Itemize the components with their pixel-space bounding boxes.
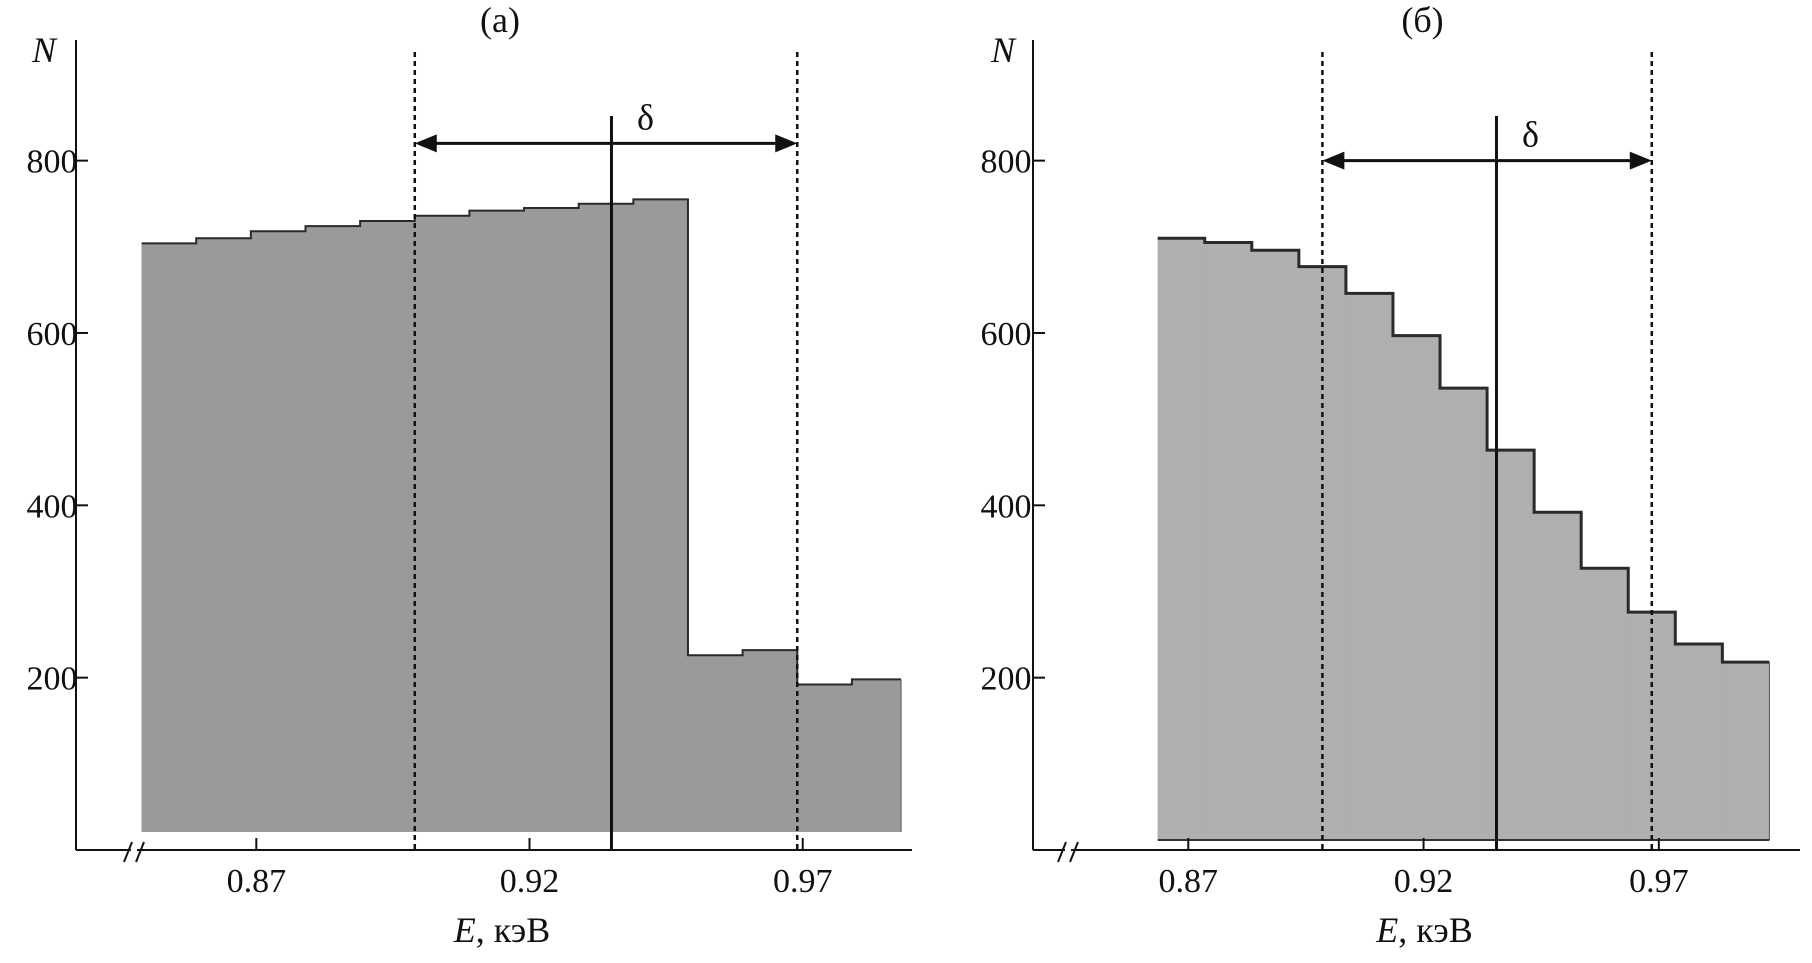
panel-b: 200 400 600 800 0.87 0.92 0.97 N E, кэВ (б) δ	[981, 0, 1800, 950]
histogram-bar-6	[469, 210, 525, 833]
x-axis-label-unit: , кэВ	[1398, 910, 1472, 950]
x-tick-label: 0.97	[773, 863, 833, 900]
y-axis-label: N	[990, 30, 1017, 70]
histogram-bar-9	[1581, 568, 1629, 840]
panel-title: (б)	[1401, 0, 1443, 40]
y-tick-label: 600	[981, 316, 1032, 353]
histogram-bar-9	[633, 199, 688, 832]
axis-break-mark	[1069, 841, 1079, 863]
histogram-bar-7	[524, 208, 579, 832]
histogram-bar-6	[1440, 388, 1488, 840]
x-tick-label: 0.92	[500, 863, 560, 900]
panel-a: 200 400 600 800 0.87 0.92 0.97 N E, кэВ (а) δ	[27, 0, 912, 950]
x-tick-label: 0.87	[227, 863, 287, 900]
x-axis-label-variable: E	[453, 910, 476, 950]
arrowhead-left	[414, 134, 437, 153]
x-tick-label: 0.87	[1159, 863, 1219, 900]
x-axis-label-variable: E	[1375, 910, 1398, 950]
interval-label: δ	[637, 97, 654, 137]
histogram-bar-5	[414, 215, 470, 832]
histogram-bar-12	[1722, 662, 1770, 840]
axis-break-mark	[135, 841, 145, 863]
x-axis-label: E, кэВ	[1375, 910, 1472, 950]
histogram-bar-10	[687, 655, 743, 832]
interval-label: δ	[1522, 115, 1539, 155]
histogram-bar-3	[305, 226, 361, 832]
x-tick-label: 0.92	[1394, 863, 1454, 900]
axis-break-gap	[1065, 847, 1071, 853]
x-axis-label-unit: , кэВ	[476, 910, 550, 950]
histogram-bar-11	[1675, 644, 1723, 840]
histogram-bar-8	[578, 203, 634, 833]
y-tick-label: 200	[27, 661, 78, 698]
y-tick-label: 600	[27, 316, 78, 353]
arrowhead-right	[1629, 151, 1652, 170]
y-tick-label: 400	[981, 488, 1032, 525]
histogram-bar-0	[1157, 238, 1205, 841]
axis-break-mark	[1057, 841, 1067, 863]
histogram-outline	[141, 198, 902, 686]
y-tick-label: 400	[27, 488, 78, 525]
histogram-outline	[1157, 236, 1770, 664]
x-tick-label: 0.97	[1629, 863, 1689, 900]
histogram-bar-0	[141, 243, 197, 833]
y-axis-label: N	[31, 30, 58, 70]
histogram-bar-1	[196, 238, 251, 833]
x-axis-label: E, кэВ	[453, 910, 550, 950]
axis-break-mark	[123, 841, 133, 863]
panel-title: (а)	[480, 0, 520, 40]
y-tick-label: 800	[981, 144, 1032, 181]
y-tick-label: 800	[27, 144, 78, 181]
arrowhead-left	[1322, 151, 1345, 170]
histogram-bar-2	[1251, 250, 1299, 841]
histogram-bar-7	[1487, 450, 1535, 840]
y-tick-label: 200	[981, 661, 1032, 698]
arrowhead-right	[775, 134, 798, 153]
histogram-bar-8	[1534, 512, 1582, 840]
histogram-bar-4	[360, 220, 415, 832]
axis-break-gap	[131, 847, 137, 853]
histogram-bar-5	[1392, 335, 1441, 840]
histogram-bar-11	[742, 650, 798, 832]
histogram-bar-2	[250, 231, 306, 833]
histogram-bar-4	[1345, 293, 1393, 840]
histogram-bar-12	[797, 684, 852, 832]
histogram-bar-13	[851, 679, 902, 832]
histogram-bar-1	[1204, 242, 1252, 840]
